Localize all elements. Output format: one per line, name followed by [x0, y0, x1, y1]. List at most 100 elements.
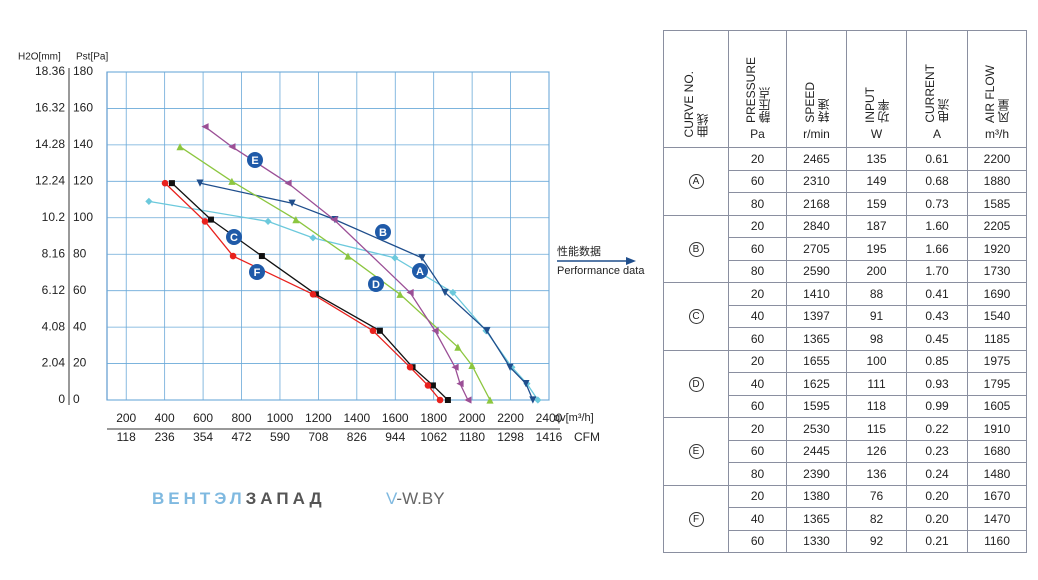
header-en: INPUT	[862, 87, 877, 123]
unit: Pa	[750, 127, 765, 141]
cell: 20	[728, 484, 787, 508]
point	[264, 217, 272, 226]
y2-tick-label: 10.2	[42, 210, 66, 224]
cell: 60	[728, 529, 787, 553]
y2-tick-label: 4.08	[42, 319, 66, 333]
curve-id: D	[688, 376, 704, 392]
cell: 2590	[786, 259, 847, 283]
y2-tick-label: 16.32	[35, 101, 65, 115]
y-tick-label: 160	[73, 101, 93, 115]
annotation: Performance data	[557, 265, 645, 277]
curve-cell: C	[663, 282, 729, 351]
curve-label-badge	[375, 224, 391, 240]
data-row: 40 1625 111 0.93 1795	[664, 372, 1027, 396]
cell: 40	[728, 304, 787, 328]
point	[292, 216, 300, 224]
cell: 76	[846, 484, 907, 508]
cell: 1680	[967, 439, 1027, 463]
y-tick-label: 0	[73, 392, 80, 406]
point	[456, 380, 464, 388]
cell: 1410	[786, 282, 847, 306]
point	[258, 253, 265, 260]
header-en: CURRENT	[923, 64, 937, 123]
curve	[164, 182, 441, 401]
cell: 0.21	[906, 529, 968, 553]
header-text: CURRENT 电流	[923, 64, 951, 123]
curve-cell: D	[663, 349, 729, 418]
cell: 149	[846, 169, 907, 193]
cell: 40	[728, 507, 787, 531]
cell: 195	[846, 237, 907, 261]
header-cell: AIR FLOW 风量 m³/h	[967, 30, 1027, 148]
cell: 2310	[786, 169, 847, 193]
curve-label: F	[254, 267, 261, 279]
cell: 1330	[786, 529, 847, 553]
curve-id: A	[688, 174, 704, 190]
cell: 0.20	[906, 484, 968, 508]
point	[534, 396, 542, 404]
data-row: 40 1397 91 0.43 1540	[664, 304, 1027, 328]
cell: 2705	[786, 237, 847, 261]
data-row: C 20 1410 88 0.41 1690	[663, 282, 1027, 351]
curve-cell: A	[663, 147, 729, 216]
point	[284, 179, 292, 187]
cell: 115	[846, 417, 907, 441]
header-en: CURVE NO.	[682, 70, 696, 137]
cell: 0.20	[906, 507, 968, 531]
cell: 2465	[786, 147, 847, 171]
header-en: PRESSURE	[743, 56, 758, 123]
curve-label: A	[416, 266, 424, 278]
point	[161, 179, 169, 187]
cell: 136	[846, 462, 907, 486]
cell: 2390	[786, 462, 847, 486]
cell: 1690	[967, 282, 1027, 306]
cell: 1605	[967, 394, 1027, 418]
cell: 1975	[967, 349, 1027, 373]
x-tick-label: 800	[232, 411, 252, 425]
chart: H2O[mm] Pst[Pa] qv[m³/h] CFM 性能数据 Perfor…	[18, 52, 645, 509]
y2-tick-label: 12.24	[35, 174, 65, 188]
cell: 2205	[967, 214, 1027, 238]
point	[483, 327, 491, 335]
curve	[204, 126, 469, 401]
point	[486, 396, 494, 404]
x2-tick-label: 354	[193, 430, 213, 444]
cell: 100	[846, 349, 907, 373]
data-row: F 20 1380 76 0.20 1670	[663, 484, 1027, 553]
x2-tick-label: 1298	[497, 430, 524, 444]
curve	[171, 182, 449, 401]
x-tick-label: 1600	[382, 411, 409, 425]
header-text: CURVE NO. 曲线	[682, 71, 710, 137]
point	[406, 288, 414, 297]
cell: 2840	[786, 214, 847, 238]
cell: 60	[728, 394, 787, 418]
curve-label-badge	[247, 152, 263, 168]
cell: 1365	[786, 507, 847, 531]
cell: 1585	[967, 192, 1027, 216]
logo-part: ВЕНТЭЛ	[152, 489, 246, 508]
point	[529, 396, 537, 404]
data-row: 60 1595 118 0.99 1605	[664, 394, 1027, 418]
y-tick-label: 80	[73, 246, 87, 260]
curve	[148, 200, 539, 401]
cell: 2445	[786, 439, 847, 463]
curve-label-badge	[249, 264, 265, 280]
cell: 2200	[967, 147, 1027, 171]
cell: 0.93	[906, 372, 968, 396]
x-tick-label: 600	[193, 411, 213, 425]
x2-tick-label: 1416	[536, 430, 563, 444]
curve-id: B	[688, 241, 704, 257]
header-text: INPUT 功率	[863, 87, 891, 123]
data-row: A 20 2465 135 0.61 2200	[663, 147, 1027, 216]
data-row: 60 1330 92 0.21 1160	[664, 529, 1027, 553]
cell: 1.66	[906, 237, 968, 261]
y-tick-label: 40	[73, 319, 87, 333]
cell: 91	[846, 304, 907, 328]
cell: 1480	[967, 462, 1027, 486]
cell: 111	[846, 372, 907, 396]
cell: 0.45	[906, 327, 968, 351]
y2-tick-label: 0	[58, 392, 65, 406]
cell: 20	[728, 417, 787, 441]
x2-tick-label: 944	[385, 430, 405, 444]
x2-tick-label: 590	[270, 430, 290, 444]
